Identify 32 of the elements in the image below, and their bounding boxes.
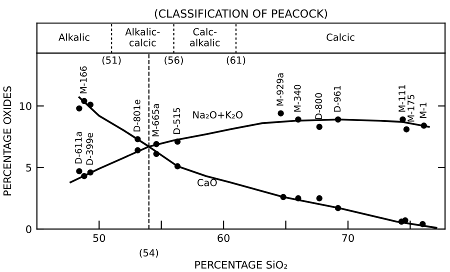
annotation: M-340 bbox=[294, 84, 301, 112]
ref-line-label: (51) bbox=[102, 56, 121, 65]
y-tick-label: 10 bbox=[20, 102, 32, 110]
text: Calc-alkalic bbox=[190, 28, 220, 46]
x-tick-label: 60 bbox=[218, 234, 230, 242]
annotation: M-929a bbox=[276, 73, 284, 106]
annotation: M-665a bbox=[152, 104, 159, 136]
annotation: M-166 bbox=[80, 66, 87, 94]
annotation: D-801e bbox=[133, 100, 140, 132]
text: Alkalic-calcic bbox=[125, 28, 160, 46]
annotation: D-399e bbox=[86, 132, 94, 165]
annotation: D-961 bbox=[334, 86, 341, 112]
annotation: M-111 bbox=[398, 85, 406, 112]
annotation: D-611a bbox=[75, 132, 82, 164]
annotation: D-800 bbox=[315, 93, 322, 120]
x-tick-label: 70 bbox=[342, 234, 354, 242]
series-label: Na₂O+K₂O bbox=[193, 111, 243, 118]
annotation: M-175 bbox=[408, 94, 414, 122]
y-axis-title: PERCENTAGE OXIDES bbox=[3, 86, 12, 196]
series-label: CaO bbox=[198, 178, 217, 186]
ref-line-label: (61) bbox=[226, 56, 246, 65]
text: Alkalic bbox=[58, 33, 90, 41]
annotation: M-1 bbox=[420, 102, 426, 118]
ref-line-label: (56) bbox=[164, 56, 183, 65]
x-tick-label: 50 bbox=[93, 234, 106, 242]
annotation: D-515 bbox=[173, 108, 180, 134]
chart-title: (CLASSIFICATION OF PEACOCK) bbox=[154, 9, 328, 20]
text: Calcic bbox=[326, 33, 354, 41]
x-axis-title: PERCENTAGE SiO₂ bbox=[195, 260, 288, 269]
y-tick-label: 0 bbox=[26, 225, 32, 234]
ref-line-label: (54) bbox=[140, 248, 158, 258]
y-tick-label: 5 bbox=[26, 164, 32, 172]
